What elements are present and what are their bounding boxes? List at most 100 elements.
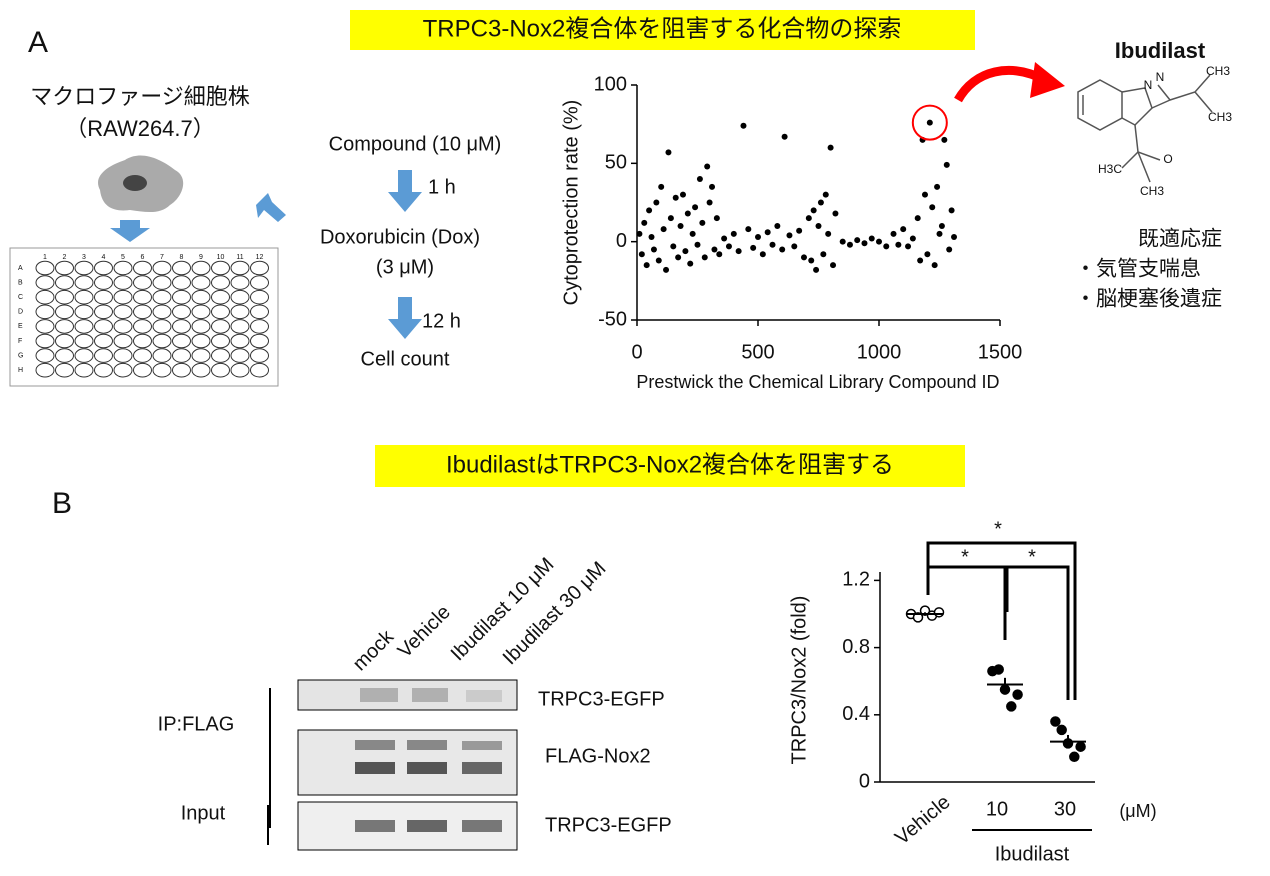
well <box>211 333 230 349</box>
well <box>211 319 230 334</box>
well <box>191 304 211 320</box>
point <box>822 191 829 198</box>
point <box>1056 724 1067 736</box>
banner-text: IbudilastはTRPC3-Nox2複合体を阻害する <box>446 451 894 478</box>
point <box>706 199 713 206</box>
point <box>820 251 827 258</box>
well <box>250 289 269 305</box>
x-tick-label: Vehicle <box>891 791 955 849</box>
point <box>1050 716 1061 727</box>
point <box>750 244 757 251</box>
banner-text: TRPC3-Nox2複合体を阻害する化合物の探索 <box>423 15 902 42</box>
point <box>815 223 822 229</box>
well <box>152 304 172 320</box>
point <box>912 612 924 623</box>
well <box>152 260 172 276</box>
plate-col: 4 <box>102 254 106 261</box>
point <box>813 266 820 273</box>
well <box>211 348 230 363</box>
well <box>133 362 152 378</box>
atom-label: CH3 <box>1208 110 1232 124</box>
well <box>35 260 55 276</box>
well <box>152 348 172 363</box>
well <box>172 362 191 378</box>
lane-label: Ibudilast 30 μM <box>499 558 611 670</box>
group-label: Input <box>181 802 226 824</box>
point <box>810 207 817 214</box>
point <box>641 219 648 226</box>
point <box>846 241 853 248</box>
point <box>679 191 686 198</box>
point <box>730 230 737 237</box>
step: Cell count <box>361 348 450 370</box>
point <box>791 243 798 250</box>
point <box>721 235 728 242</box>
blot-label: TRPC3-EGFP <box>538 688 665 710</box>
point <box>650 246 657 253</box>
point <box>638 251 645 258</box>
plate-row: B <box>18 279 23 286</box>
point <box>827 144 834 151</box>
well <box>94 260 113 276</box>
well <box>152 319 172 334</box>
well <box>172 319 191 334</box>
well <box>35 319 55 334</box>
point <box>684 210 691 217</box>
well <box>172 275 191 290</box>
blot-label: TRPC3-EGFP <box>545 814 672 836</box>
banner-b <box>375 445 965 487</box>
well <box>74 289 94 305</box>
plate-col: 7 <box>160 254 164 261</box>
well <box>172 333 191 349</box>
well <box>55 319 74 334</box>
point <box>948 207 955 214</box>
well <box>211 304 230 320</box>
well <box>250 304 269 320</box>
point <box>943 161 950 168</box>
well <box>211 362 230 378</box>
point <box>825 230 832 237</box>
point <box>658 183 665 190</box>
point <box>808 257 815 264</box>
point <box>921 191 928 198</box>
step: 1 h <box>428 176 456 198</box>
nucleus <box>123 175 147 191</box>
well <box>94 362 113 378</box>
point <box>692 204 699 211</box>
x-tick-label: 10 <box>986 798 1008 820</box>
point <box>909 235 916 242</box>
plate-col: 6 <box>141 254 145 261</box>
point <box>711 246 718 253</box>
well <box>35 348 55 363</box>
indications-title: 既適応症 <box>1138 228 1222 251</box>
plate-col: 11 <box>236 254 243 261</box>
well <box>250 362 269 378</box>
y-tick-label: 0 <box>616 230 627 252</box>
well <box>152 275 172 290</box>
point <box>694 241 701 248</box>
plate-col: 5 <box>121 254 125 261</box>
point <box>931 262 938 269</box>
point <box>1006 701 1017 712</box>
plate-row: C <box>18 294 23 301</box>
well <box>74 260 94 276</box>
point <box>796 227 803 234</box>
well <box>133 289 152 305</box>
point <box>725 243 732 250</box>
point <box>667 215 674 222</box>
point <box>779 246 786 253</box>
well <box>94 289 113 305</box>
well <box>74 362 94 378</box>
y-tick-label: 0 <box>859 770 870 792</box>
point <box>636 230 643 237</box>
well <box>250 348 269 363</box>
point <box>929 204 936 211</box>
well <box>230 304 250 320</box>
well <box>55 289 74 305</box>
y-axis-label: Cytoprotection rate (%) <box>560 100 582 306</box>
point <box>839 238 846 245</box>
point <box>993 664 1004 675</box>
y-tick-label: 0.4 <box>842 703 870 725</box>
well <box>74 333 94 349</box>
